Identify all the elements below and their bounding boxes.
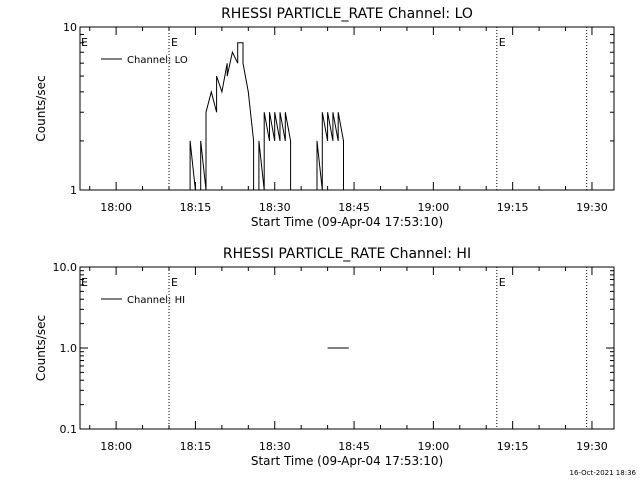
x-tick-label: 18:15 [180, 440, 212, 453]
event-marker-label: E [499, 276, 506, 289]
y-tick-label: 10 [63, 21, 77, 34]
legend-entry: Channel: HI [127, 295, 185, 306]
x-tick-label: 18:45 [338, 201, 370, 214]
event-marker-label: E [81, 276, 88, 289]
event-marker-label: E [499, 36, 506, 49]
x-tick-label: 18:30 [259, 440, 291, 453]
y-tick-label: 1.0 [60, 342, 78, 355]
event-marker-label: E [171, 36, 178, 49]
x-tick-label: 19:15 [497, 201, 529, 214]
chart-title: RHESSI PARTICLE_RATE Channel: LO [221, 6, 473, 22]
data-trace [189, 42, 255, 191]
x-tick-label: 19:30 [576, 201, 608, 214]
y-tick-label: 10.0 [53, 261, 78, 274]
y-axis-label: Counts/sec [34, 75, 48, 141]
x-tick-label: 19:00 [418, 440, 450, 453]
y-axis-label: Counts/sec [34, 315, 48, 381]
x-tick-label: 18:00 [100, 201, 132, 214]
x-tick-label: 18:45 [338, 440, 370, 453]
data-trace [316, 112, 349, 191]
x-tick-label: 19:00 [418, 201, 450, 214]
y-tick-label: 0.1 [60, 423, 78, 436]
x-axis-label: Start Time (09-Apr-04 17:53:10) [251, 454, 443, 468]
legend-entry: Channel: LO [127, 55, 188, 66]
x-axis-label: Start Time (09-Apr-04 17:53:10) [251, 215, 443, 229]
footer-timestamp: 16-Oct-2021 18:36 [570, 469, 637, 477]
chart-title: RHESSI PARTICLE_RATE Channel: HI [223, 246, 471, 262]
x-tick-label: 18:15 [180, 201, 212, 214]
panel-2: RHESSI PARTICLE_RATE Channel: HI Counts/s… [34, 246, 615, 468]
x-tick-label: 19:30 [576, 440, 608, 453]
x-tick-label: 18:00 [100, 440, 132, 453]
y-tick-label: 1 [70, 184, 77, 197]
event-marker-label: E [171, 276, 178, 289]
data-trace [258, 112, 296, 191]
panel-1: RHESSI PARTICLE_RATE Channel: LO Counts/s… [34, 6, 615, 229]
x-tick-label: 19:15 [497, 440, 529, 453]
plot-frame [79, 26, 615, 191]
event-marker-label: E [81, 36, 88, 49]
x-tick-label: 18:30 [259, 201, 291, 214]
